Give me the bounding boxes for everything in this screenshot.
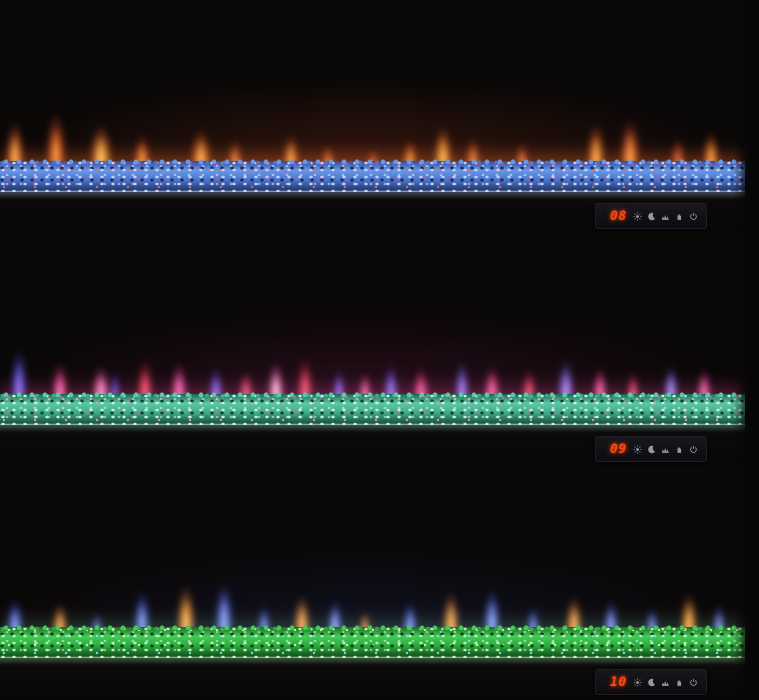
led-display: 08 <box>610 208 627 224</box>
flame-row <box>0 0 745 170</box>
flame <box>44 96 67 170</box>
fireplace-bottom: 10 <box>0 466 759 700</box>
hand-icon[interactable] <box>675 212 684 221</box>
flame <box>176 572 197 636</box>
right-frame <box>733 466 759 700</box>
flame <box>618 104 641 170</box>
right-frame <box>733 0 759 233</box>
touch-controls <box>633 677 698 687</box>
moon-icon[interactable] <box>647 445 656 454</box>
flame-row <box>0 466 745 636</box>
touch-controls <box>633 211 698 221</box>
fireplace-top: 08 <box>0 0 759 233</box>
ember-bed <box>0 621 745 658</box>
led-display: 10 <box>610 674 627 690</box>
sun-icon[interactable] <box>633 444 642 454</box>
flames-icon[interactable] <box>661 445 670 454</box>
flame <box>9 333 28 403</box>
power-icon[interactable] <box>689 445 698 454</box>
fireplace-middle: 09 <box>0 233 759 466</box>
hand-icon[interactable] <box>675 678 684 687</box>
flame-row <box>0 233 745 403</box>
control-panel: 08 <box>595 203 707 229</box>
ember-bed <box>0 388 745 425</box>
control-panel: 10 <box>595 669 707 695</box>
led-display: 09 <box>610 441 627 457</box>
flames-icon[interactable] <box>661 212 670 221</box>
power-icon[interactable] <box>689 212 698 221</box>
control-panel: 09 <box>595 436 707 462</box>
hand-icon[interactable] <box>675 445 684 454</box>
flame <box>213 568 234 636</box>
moon-icon[interactable] <box>647 212 656 221</box>
touch-controls <box>633 444 698 454</box>
sun-icon[interactable] <box>633 677 642 687</box>
ember-bed <box>0 155 745 192</box>
flame <box>110 361 121 403</box>
power-icon[interactable] <box>689 678 698 687</box>
flames-icon[interactable] <box>661 678 670 687</box>
moon-icon[interactable] <box>647 678 656 687</box>
sun-icon[interactable] <box>633 211 642 221</box>
right-frame <box>733 233 759 466</box>
